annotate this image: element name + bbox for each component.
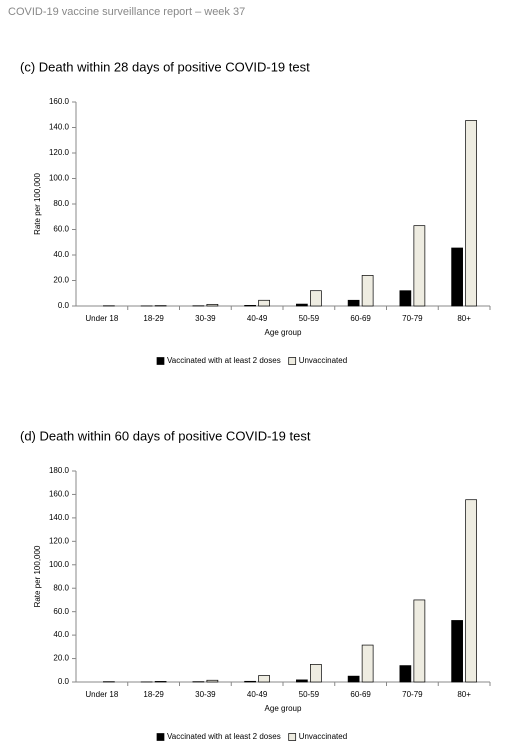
report-header: COVID-19 vaccine surveillance report – w…: [8, 6, 245, 18]
bar: [451, 620, 463, 683]
y-tick-label: 180.0: [49, 466, 70, 475]
legend-label: Vaccinated with at least 2 doses: [167, 356, 281, 365]
bar: [399, 665, 412, 683]
y-tick-label: 120.0: [49, 536, 70, 545]
bar: [154, 681, 167, 683]
bar: [258, 299, 270, 307]
bar: [465, 499, 477, 683]
bar: [244, 305, 256, 307]
y-tick-label: 160.0: [49, 490, 70, 499]
bar: [310, 290, 322, 307]
bar: [465, 120, 477, 307]
bar: [296, 679, 308, 683]
x-tick-label: 80+: [457, 314, 471, 323]
x-tick-label: 80+: [457, 690, 471, 699]
bar: [413, 599, 426, 683]
y-tick-label: 60.0: [53, 225, 69, 234]
bar: [258, 675, 270, 683]
legend-label: Unvaccinated: [299, 356, 347, 365]
y-tick-label: 20.0: [53, 654, 69, 663]
x-axis-label: Age group: [265, 704, 302, 713]
y-tick-label: 100.0: [49, 560, 70, 569]
legend-swatch: [156, 733, 165, 741]
x-tick-label: 30-39: [195, 314, 216, 323]
x-tick-label: 40-49: [247, 690, 268, 699]
bar: [206, 679, 219, 683]
y-tick-label: 80.0: [53, 199, 69, 208]
y-tick-label: 20.0: [53, 276, 69, 285]
legend-swatch: [288, 733, 297, 741]
y-tick-label: 120.0: [49, 148, 70, 157]
bar: [361, 275, 374, 307]
chart-title: (c) Death within 28 days of positive COV…: [20, 59, 310, 74]
y-tick-label: 0.0: [58, 677, 70, 686]
legend-swatch: [288, 357, 297, 365]
x-tick-label: 50-59: [299, 314, 320, 323]
bar: [361, 644, 374, 683]
bar: [206, 303, 219, 307]
y-tick-label: 60.0: [53, 607, 69, 616]
x-tick-label: 18-29: [143, 314, 164, 323]
x-tick-label: 60-69: [350, 314, 371, 323]
bar: [244, 680, 256, 683]
x-tick-label: 50-59: [299, 690, 320, 699]
bar: [296, 303, 308, 307]
x-tick-label: Under 18: [85, 314, 118, 323]
y-tick-label: 100.0: [49, 174, 70, 183]
x-tick-label: 40-49: [247, 314, 268, 323]
bar: [347, 299, 360, 307]
x-tick-label: 60-69: [350, 690, 371, 699]
x-tick-label: 70-79: [402, 314, 423, 323]
y-axis-label: Rate per 100,000: [33, 173, 42, 235]
y-tick-label: 140.0: [49, 513, 70, 522]
y-tick-label: 80.0: [53, 583, 69, 592]
x-tick-label: 70-79: [402, 690, 423, 699]
y-tick-label: 0.0: [58, 301, 70, 310]
chart-title: (d) Death within 60 days of positive COV…: [20, 428, 311, 443]
y-tick-label: 40.0: [53, 630, 69, 639]
bar: [413, 225, 426, 307]
bar: [399, 290, 412, 307]
legend-swatch: [156, 357, 165, 365]
y-tick-label: 40.0: [53, 250, 69, 259]
x-tick-label: Under 18: [85, 690, 118, 699]
bar: [347, 675, 360, 683]
y-tick-label: 140.0: [49, 123, 70, 132]
y-tick-label: 160.0: [49, 97, 70, 106]
x-tick-label: 30-39: [195, 690, 216, 699]
bar: [451, 247, 463, 307]
legend-label: Vaccinated with at least 2 doses: [167, 732, 281, 741]
x-axis-label: Age group: [265, 328, 302, 337]
bar: [310, 664, 322, 683]
legend-label: Unvaccinated: [299, 732, 347, 741]
y-axis-label: Rate per 100,000: [33, 545, 42, 607]
x-tick-label: 18-29: [143, 690, 164, 699]
